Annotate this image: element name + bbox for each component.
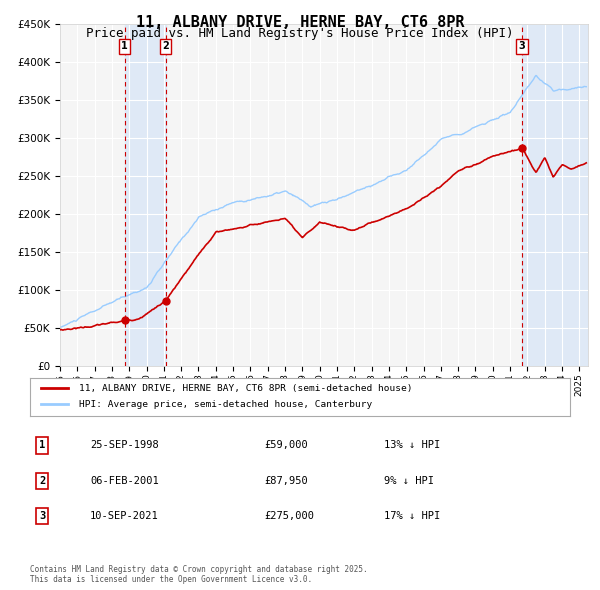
Bar (522, 24, 588, 366)
Text: 1: 1 (121, 41, 128, 51)
Text: 25-SEP-1998: 25-SEP-1998 (90, 441, 159, 450)
Text: 10-SEP-2021: 10-SEP-2021 (90, 512, 159, 521)
Text: £87,950: £87,950 (264, 476, 308, 486)
Text: 11, ALBANY DRIVE, HERNE BAY, CT6 8PR (semi-detached house): 11, ALBANY DRIVE, HERNE BAY, CT6 8PR (se… (79, 384, 412, 393)
Text: 11, ALBANY DRIVE, HERNE BAY, CT6 8PR: 11, ALBANY DRIVE, HERNE BAY, CT6 8PR (136, 15, 464, 30)
Text: 13% ↓ HPI: 13% ↓ HPI (384, 441, 440, 450)
Text: 1: 1 (39, 441, 45, 450)
Text: 2: 2 (162, 41, 169, 51)
Text: Contains HM Land Registry data © Crown copyright and database right 2025.
This d: Contains HM Land Registry data © Crown c… (30, 565, 368, 584)
Text: 9% ↓ HPI: 9% ↓ HPI (384, 476, 434, 486)
Text: 2: 2 (39, 476, 45, 486)
Text: 06-FEB-2001: 06-FEB-2001 (90, 476, 159, 486)
Text: 3: 3 (519, 41, 526, 51)
Bar (125, 24, 166, 366)
Text: Price paid vs. HM Land Registry's House Price Index (HPI): Price paid vs. HM Land Registry's House … (86, 27, 514, 40)
Text: 3: 3 (39, 512, 45, 521)
Text: £275,000: £275,000 (264, 512, 314, 521)
Text: 17% ↓ HPI: 17% ↓ HPI (384, 512, 440, 521)
Text: £59,000: £59,000 (264, 441, 308, 450)
Text: HPI: Average price, semi-detached house, Canterbury: HPI: Average price, semi-detached house,… (79, 400, 372, 409)
